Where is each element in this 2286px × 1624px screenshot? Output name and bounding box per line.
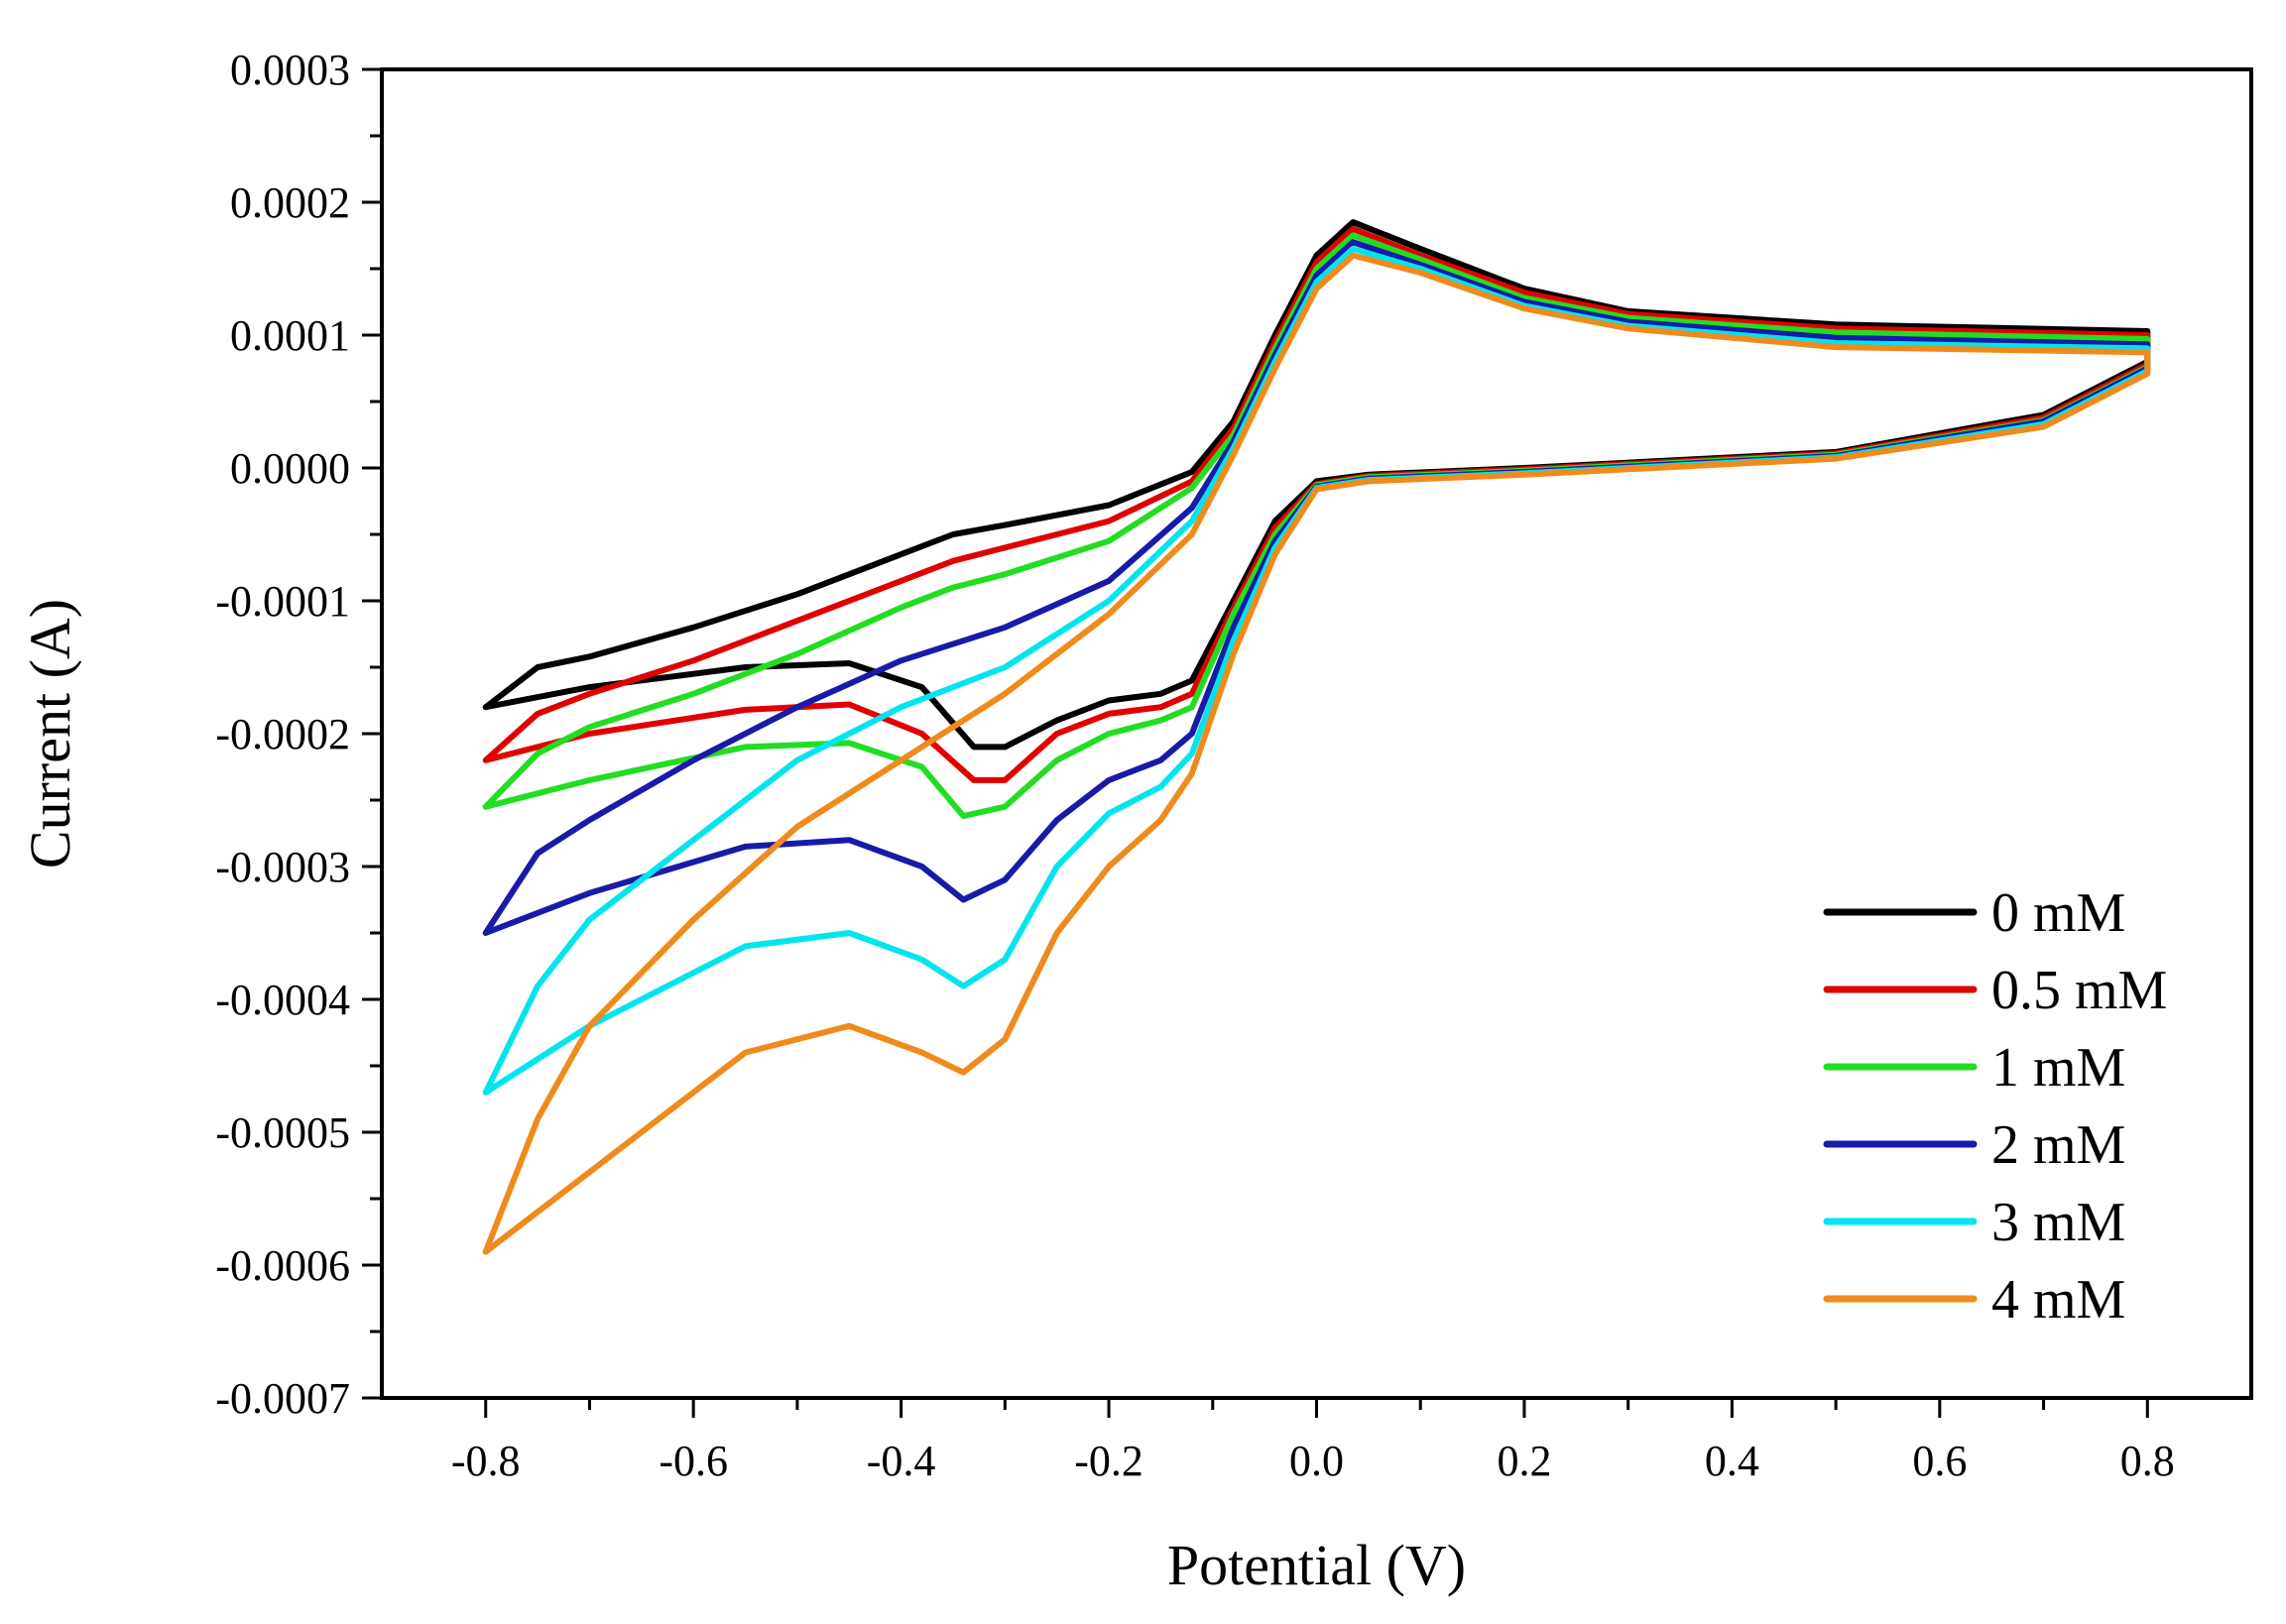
y-tick-label: 0.0000 — [230, 444, 350, 493]
legend-label-2: 1 mM — [1991, 1037, 2125, 1099]
y-tick-label: -0.0003 — [215, 843, 350, 891]
y-tick-label: -0.0007 — [215, 1374, 350, 1423]
x-tick-label: -0.8 — [451, 1437, 521, 1485]
y-tick-label: -0.0004 — [215, 976, 350, 1024]
y-axis-title: Current (A) — [18, 599, 82, 869]
x-tick-label: 0.4 — [1705, 1437, 1759, 1485]
y-tick-label: -0.0001 — [215, 577, 350, 626]
x-axis-title: Potential (V) — [1167, 1533, 1466, 1597]
y-tick-label: 0.0002 — [230, 178, 350, 227]
x-tick-label: -0.2 — [1074, 1437, 1143, 1485]
y-axis: 0.0003 0.0002 0.0001 0.0000 -0.0001 -0.0002 -0… — [215, 46, 382, 1423]
y-tick-label: 0.0001 — [230, 311, 350, 360]
legend-label-1: 0.5 mM — [1991, 960, 2167, 1021]
legend-label-3: 2 mM — [1991, 1114, 2125, 1176]
x-tick-label: 0.6 — [1912, 1437, 1967, 1485]
legend-label-4: 3 mM — [1991, 1192, 2125, 1253]
x-tick-label: 0.8 — [2120, 1437, 2175, 1485]
y-tick-label: -0.0005 — [215, 1108, 350, 1157]
legend-label-5: 4 mM — [1991, 1269, 2125, 1331]
x-tick-label: -0.4 — [867, 1437, 936, 1485]
x-axis: -0.8 -0.6 -0.4 -0.2 0.0 0.2 0.4 0.6 0.8 — [451, 1398, 2175, 1485]
legend-label-0: 0 mM — [1991, 882, 2125, 944]
x-tick-label: -0.6 — [659, 1437, 728, 1485]
y-tick-label: -0.0006 — [215, 1241, 350, 1290]
y-tick-label: -0.0002 — [215, 710, 350, 758]
series-line-5 — [482, 252, 2151, 1255]
y-tick-label: 0.0003 — [230, 46, 350, 94]
x-tick-label: 0.2 — [1497, 1437, 1551, 1485]
legend: 0 mM 0.5 mM 1 mM 2 mM 3 mM 4 mM — [1823, 882, 2167, 1331]
series-layer — [482, 219, 2151, 1255]
x-tick-label: 0.0 — [1289, 1437, 1344, 1485]
